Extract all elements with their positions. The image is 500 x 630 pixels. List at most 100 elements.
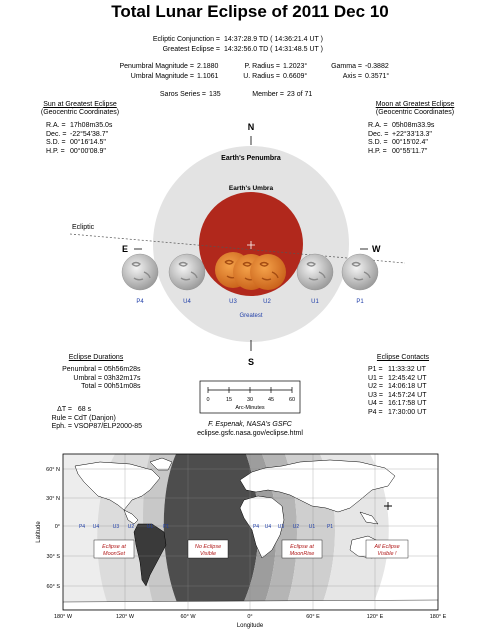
no-eclipse-zone bbox=[163, 454, 259, 610]
conjunction-value: 14:37:28.9 TD ( 14:36:21.4 UT ) bbox=[224, 36, 323, 43]
u-radius-label: U. Radius = bbox=[243, 73, 280, 80]
contact-label: U2 bbox=[128, 524, 135, 530]
scale-box bbox=[199, 380, 301, 414]
svg-text:Visible: Visible bbox=[200, 551, 216, 557]
eph-row: Eph. = VSOP87/ELP2000-85 bbox=[51, 423, 143, 430]
umbral-mag-value: 1.1061 bbox=[197, 73, 219, 80]
south-label: S bbox=[248, 357, 254, 367]
duration-row: Umbral = 03h32m17s bbox=[73, 374, 141, 382]
sun-coordinates: R.A. = 17h08m35.0s Dec. = -22°54'38.7" S.D… bbox=[46, 122, 112, 156]
durations-section: Eclipse Durations bbox=[48, 354, 144, 362]
contact-row: U1 = 12:45:42 UT bbox=[368, 374, 427, 382]
duration-row: Total = 00h51m08s bbox=[81, 383, 141, 390]
scale-tick: 0 bbox=[206, 397, 209, 403]
south-america bbox=[133, 523, 167, 587]
gamma-value: -0.3882 bbox=[365, 63, 389, 70]
moon-label-p1: P1 bbox=[356, 299, 364, 305]
contact-label: U2 bbox=[293, 524, 300, 530]
moon-title: Moon at Greatest Eclipse bbox=[375, 101, 455, 108]
contact-label: U1 bbox=[147, 524, 154, 530]
lat-tick: 60° S bbox=[46, 584, 60, 590]
svg-text:Eclipse at: Eclipse at bbox=[290, 544, 314, 550]
moon-label-p4: P4 bbox=[136, 299, 144, 305]
lon-tick: 120° W bbox=[116, 614, 135, 620]
west-label: W bbox=[372, 244, 381, 254]
contact-row: U4 = 16:17:58 UT bbox=[368, 400, 427, 407]
contact-label: U3 bbox=[278, 524, 285, 530]
map-frame bbox=[62, 453, 439, 611]
eclipse-diagram: N Earth's Penumbra Earth's Umbra Eclipti… bbox=[69, 122, 406, 367]
contact-labels-west: P4 U4 U3 U2 U1 P1 bbox=[79, 524, 169, 530]
penumbra-label: Earth's Penumbra bbox=[221, 155, 281, 162]
p-radius-value: 1.2023° bbox=[283, 63, 308, 70]
map-xlabel: Longitude bbox=[237, 623, 264, 629]
map-ylabel: Latitude bbox=[36, 521, 42, 543]
moon-u1 bbox=[296, 253, 334, 291]
contact-row: U2 = 14:06:18 UT bbox=[368, 383, 427, 390]
ecliptic-label: Ecliptic bbox=[72, 224, 95, 231]
saros-label: Saros Series = bbox=[159, 91, 206, 98]
axis-label: Axis = bbox=[342, 73, 362, 80]
moon-row: Dec. = +22°33'13.3" bbox=[368, 130, 432, 138]
antarctica bbox=[63, 599, 438, 610]
arc-minute-scale: 0 15 30 45 60 Arc-Minutes bbox=[199, 380, 301, 414]
moon-row: S.D. = 00°15'02.4" bbox=[368, 139, 428, 146]
delta-t-row: ΔT = 68 s bbox=[57, 406, 92, 413]
saros-value: 135 bbox=[209, 91, 221, 98]
member-label: Member = bbox=[252, 91, 284, 98]
contact-labels-east: P4 U4 U3 U2 U1 P1 bbox=[253, 524, 333, 530]
contact-row: P4 = 17:30:00 UT bbox=[368, 408, 427, 416]
scale-tick: 45 bbox=[268, 397, 274, 403]
member-value: 23 of 71 bbox=[287, 91, 313, 98]
scale-tick: 60 bbox=[289, 397, 295, 403]
credit-url: eclipse.gsfc.nasa.gov/eclipse.html bbox=[197, 430, 303, 437]
contact-label: P1 bbox=[327, 524, 333, 530]
lon-tick: 0° bbox=[247, 614, 252, 620]
moon-label-u2: U2 bbox=[263, 299, 271, 305]
region-moonset: Eclipse at MoonSet bbox=[93, 539, 135, 559]
scale-label: Arc-Minutes bbox=[235, 405, 265, 411]
moon-label-u3: U3 bbox=[229, 299, 237, 305]
moon-row: R.A. = 05h08m33.9s bbox=[368, 122, 435, 129]
rule-row: Rule = CdT (Danjon) bbox=[51, 414, 116, 422]
duration-row: Penumbral = 05h56m28s bbox=[62, 366, 141, 373]
contact-label: P4 bbox=[79, 524, 85, 530]
north-label: N bbox=[248, 122, 255, 132]
moon-coordinates: R.A. = 05h08m33.9s Dec. = +22°33'13.3" S.D… bbox=[368, 122, 434, 156]
contact-label: U1 bbox=[309, 524, 316, 530]
svg-text:All Eclipse: All Eclipse bbox=[373, 544, 399, 550]
east-label: E bbox=[122, 244, 128, 254]
lat-tick: 60° N bbox=[46, 467, 60, 473]
umbra-label: Earth's Umbra bbox=[229, 185, 274, 192]
axis-value: 0.3571° bbox=[365, 73, 390, 80]
lon-tick: 120° E bbox=[367, 614, 384, 620]
contact-label: U4 bbox=[93, 524, 100, 530]
umbral-mag-label: Umbral Magnitude = bbox=[130, 73, 194, 80]
contacts-title: Eclipse Contacts bbox=[376, 354, 430, 361]
lon-tick: 60° W bbox=[180, 614, 196, 620]
sun-row: H.P. = 00°00'08.9" bbox=[46, 147, 106, 155]
greatest-eclipse-marker bbox=[384, 502, 392, 510]
svg-text:No Eclipse: No Eclipse bbox=[195, 544, 221, 550]
scale-tick: 30 bbox=[247, 397, 253, 403]
center-cross bbox=[247, 241, 255, 249]
moon-p1 bbox=[341, 253, 379, 291]
lon-tick: 180° W bbox=[54, 614, 73, 620]
penumbral-mag-label: Penumbral Magnitude = bbox=[119, 63, 194, 70]
greatest-value: 14:32:56.0 TD ( 14:31:48.5 UT ) bbox=[224, 46, 323, 53]
region-no-eclipse: No Eclipse Visible bbox=[187, 539, 229, 559]
moon-subtitle: (Geocentric Coordinates) bbox=[375, 109, 455, 116]
contact-label: P1 bbox=[163, 524, 169, 530]
contact-row: P1 = 11:33:32 UT bbox=[368, 366, 426, 373]
sun-title: Sun at Greatest Eclipse bbox=[43, 101, 117, 108]
region-moonrise: Eclipse at MoonRise bbox=[281, 539, 323, 559]
moon-row: H.P. = 00°55'11.7" bbox=[368, 147, 428, 155]
scale-tick: 15 bbox=[226, 397, 232, 403]
u-radius-value: 0.6609° bbox=[283, 73, 308, 80]
moon-u4 bbox=[168, 253, 206, 291]
eurasia bbox=[239, 459, 396, 513]
sun-row: Dec. = -22°54'38.7" bbox=[46, 130, 109, 138]
sun-row: S.D. = 00°16'14.5" bbox=[46, 139, 106, 146]
gamma-label: Gamma = bbox=[331, 63, 362, 70]
moon-p4 bbox=[121, 253, 159, 291]
